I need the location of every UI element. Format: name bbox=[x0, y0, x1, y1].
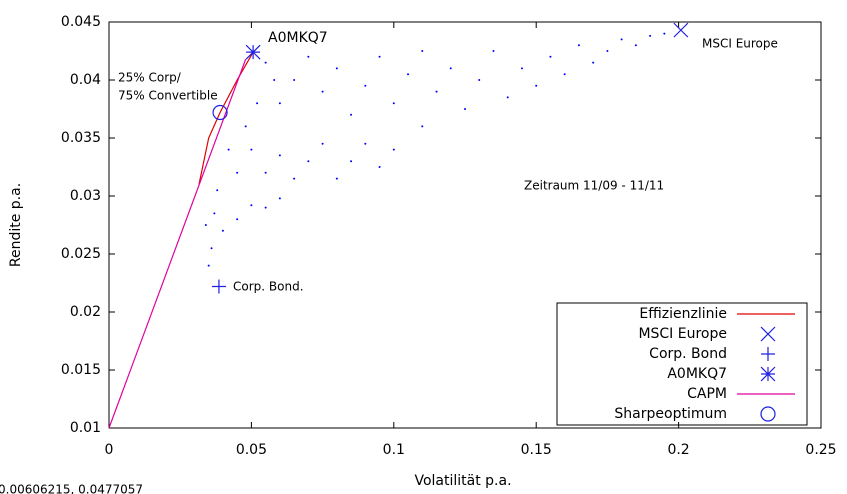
legend-label: Effizienzlinie bbox=[639, 306, 727, 322]
portfolio-dot bbox=[392, 102, 395, 105]
legend-label: CAPM bbox=[687, 386, 727, 402]
y-tick-label: 0.01 bbox=[70, 420, 101, 436]
legend-label: A0MKQ7 bbox=[667, 366, 727, 382]
portfolio-dot bbox=[506, 96, 509, 99]
portfolio-dot bbox=[335, 177, 338, 180]
portfolio-dot bbox=[634, 44, 637, 47]
y-tick-label: 0.025 bbox=[61, 246, 101, 262]
legend-swatch bbox=[760, 406, 776, 422]
annotation: Corp. Bond. bbox=[233, 280, 304, 294]
portfolio-dot bbox=[256, 102, 259, 105]
portfolio-dot bbox=[335, 67, 338, 70]
annotation: A0MKQ7 bbox=[268, 30, 328, 46]
portfolio-dot bbox=[592, 61, 595, 64]
annotation: 75% Convertible bbox=[118, 89, 218, 103]
point-marker bbox=[212, 104, 228, 121]
x-tick-label: 0 bbox=[105, 442, 114, 458]
portfolio-dot bbox=[273, 79, 276, 81]
portfolio-dot bbox=[449, 67, 452, 70]
portfolio-dot bbox=[620, 38, 623, 41]
y-axis-label: Rendite p.a. bbox=[8, 183, 24, 267]
portfolio-dot bbox=[478, 79, 481, 81]
portfolio-dot bbox=[435, 90, 438, 93]
portfolio-dot bbox=[407, 73, 410, 76]
legend-label: MSCI Europe bbox=[638, 326, 727, 342]
y-tick-label: 0.03 bbox=[70, 188, 101, 204]
portfolio-dot bbox=[492, 50, 495, 52]
legend-swatch bbox=[761, 347, 775, 361]
portfolio-dot bbox=[207, 264, 210, 267]
x-tick-label: 0.05 bbox=[236, 442, 267, 458]
portfolio-dot bbox=[293, 177, 296, 180]
y-tick-label: 0.04 bbox=[70, 72, 101, 88]
point-marker bbox=[211, 279, 226, 294]
portfolio-dot bbox=[227, 148, 230, 151]
annotation: MSCI Europe bbox=[702, 37, 778, 51]
portfolio-dot bbox=[236, 171, 239, 174]
portfolio-dot bbox=[244, 125, 247, 128]
status-text: 0.00606215, 0.0477057 bbox=[0, 483, 143, 494]
portfolio-dot bbox=[264, 171, 267, 174]
portfolio-dot bbox=[421, 125, 424, 128]
y-tick-label: 0.045 bbox=[61, 14, 101, 30]
portfolio-dot bbox=[577, 44, 580, 47]
portfolio-dot bbox=[204, 224, 207, 226]
portfolio-dot bbox=[464, 108, 466, 110]
legend bbox=[556, 302, 808, 426]
portfolio-dot bbox=[221, 229, 224, 232]
portfolio-dot bbox=[278, 102, 281, 105]
series-line bbox=[198, 51, 254, 185]
portfolio-dot bbox=[535, 84, 538, 87]
portfolio-dot bbox=[250, 204, 253, 207]
portfolio-dot bbox=[321, 90, 324, 93]
portfolio-dot bbox=[216, 189, 219, 192]
annotation: 25% Corp/ bbox=[118, 71, 182, 85]
portfolio-dot bbox=[236, 218, 239, 221]
legend-label: Corp. Bond bbox=[649, 346, 727, 362]
legend-swatch bbox=[760, 366, 776, 382]
portfolio-dot bbox=[563, 73, 566, 76]
portfolio-dot bbox=[293, 79, 296, 81]
annotation: Zeitraum 11/09 - 11/11 bbox=[524, 179, 664, 193]
y-tick-label: 0.035 bbox=[61, 130, 101, 146]
x-tick-label: 0.15 bbox=[521, 442, 552, 458]
portfolio-dot bbox=[307, 55, 310, 58]
portfolio-dot bbox=[350, 113, 353, 116]
portfolio-dot bbox=[364, 142, 367, 145]
portfolio-dot bbox=[606, 50, 609, 52]
portfolio-dot bbox=[321, 142, 324, 145]
portfolio-dot bbox=[213, 212, 216, 215]
portfolio-dot bbox=[663, 32, 666, 35]
portfolio-dot bbox=[378, 55, 381, 58]
portfolio-dot bbox=[649, 34, 652, 37]
plot-frame bbox=[108, 21, 822, 429]
portfolio-dot bbox=[264, 61, 267, 64]
portfolio-dot bbox=[520, 67, 523, 70]
portfolio-dot bbox=[278, 154, 281, 157]
portfolio-dot bbox=[421, 50, 424, 52]
portfolio-dot bbox=[250, 148, 253, 151]
portfolio-dot bbox=[364, 84, 367, 87]
portfolio-dot bbox=[264, 206, 267, 209]
portfolio-dot bbox=[378, 166, 381, 168]
portfolio-dot bbox=[307, 160, 310, 163]
portfolio-dot bbox=[549, 55, 552, 58]
x-tick-label: 0.2 bbox=[667, 442, 689, 458]
portfolio-dot bbox=[210, 247, 213, 250]
legend-swatch bbox=[760, 326, 776, 342]
x-tick-label: 0.25 bbox=[805, 442, 836, 458]
y-tick-label: 0.015 bbox=[61, 362, 101, 378]
y-tick-label: 0.02 bbox=[70, 304, 101, 320]
portfolio-dot bbox=[278, 197, 281, 200]
x-axis-label: Volatilität p.a. bbox=[414, 473, 511, 489]
series-line bbox=[108, 58, 247, 429]
legend-label: Sharpeoptimum bbox=[614, 406, 727, 422]
x-tick-label: 0.1 bbox=[383, 442, 405, 458]
portfolio-dot bbox=[392, 148, 395, 151]
point-marker bbox=[673, 22, 689, 38]
portfolio-dot bbox=[350, 160, 353, 163]
point-marker bbox=[245, 44, 261, 60]
